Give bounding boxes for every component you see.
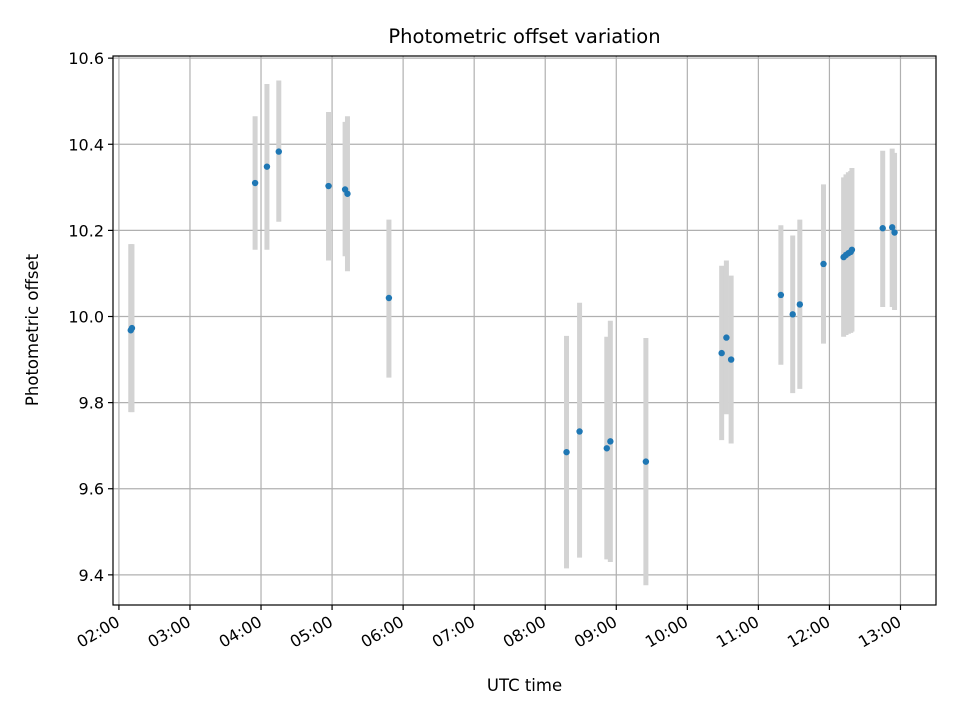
data-point <box>576 428 583 435</box>
data-point <box>723 334 730 341</box>
y-tick-label: 10.6 <box>68 49 104 68</box>
data-point <box>344 190 351 197</box>
data-point <box>777 291 785 299</box>
data-point <box>888 224 896 231</box>
grid-lines <box>113 56 936 605</box>
data-point <box>891 229 898 236</box>
data-point <box>385 294 393 302</box>
chart-title: Photometric offset variation <box>388 25 660 48</box>
x-axis-label: UTC time <box>487 676 562 695</box>
data-point <box>848 246 856 253</box>
data-point <box>718 349 725 357</box>
data-point <box>251 179 259 187</box>
y-tick-label: 9.8 <box>79 394 104 413</box>
data-point <box>128 324 136 332</box>
data-point <box>263 163 271 170</box>
data-point <box>607 438 614 445</box>
data-point <box>325 182 332 190</box>
y-axis-ticks: 9.4 9.6 9.8 10.0 10.2 10.4 10.6 <box>68 49 113 585</box>
data-point <box>789 311 796 318</box>
y-axis-label: Photometric offset <box>23 253 42 406</box>
data-point <box>275 148 282 155</box>
plot-frame <box>112 55 937 606</box>
data-point <box>563 448 570 456</box>
data-point <box>727 356 735 363</box>
data-point <box>603 445 610 452</box>
y-tick-label: 10.0 <box>68 308 104 327</box>
data-points <box>127 148 898 465</box>
y-tick-label: 9.4 <box>79 566 104 585</box>
data-point <box>796 301 804 308</box>
y-tick-label: 9.6 <box>79 480 104 499</box>
data-point <box>820 260 827 268</box>
y-tick-label: 10.4 <box>68 135 104 154</box>
y-tick-label: 10.2 <box>68 221 104 240</box>
data-point <box>879 225 886 232</box>
data-point <box>642 458 650 465</box>
